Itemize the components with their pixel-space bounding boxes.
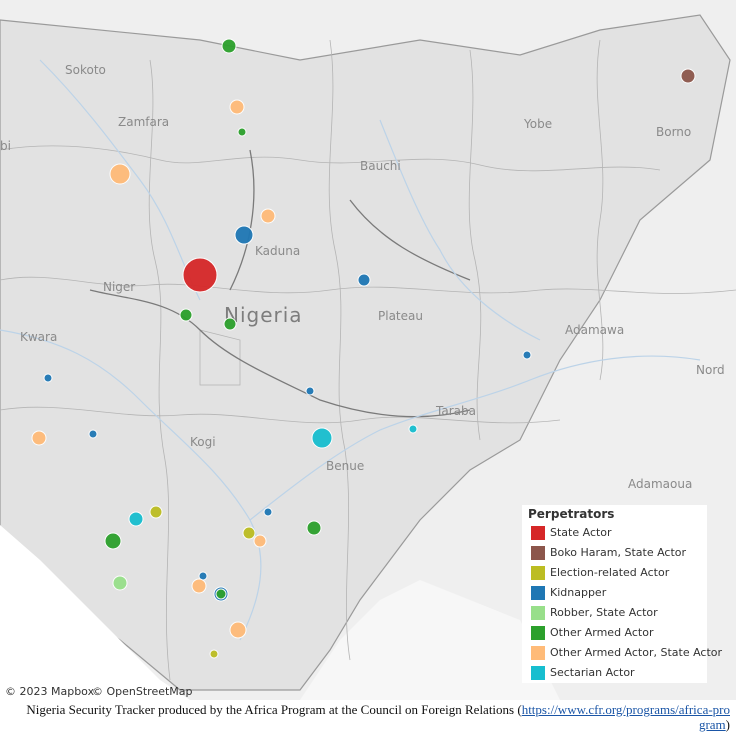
place-label: Kaduna bbox=[255, 244, 300, 258]
legend-swatch bbox=[531, 646, 545, 660]
incident-marker bbox=[305, 386, 315, 396]
legend-swatch bbox=[531, 606, 545, 620]
state-boundaries bbox=[89, 149, 471, 418]
place-label: Adamaoua bbox=[628, 477, 692, 491]
incident-marker bbox=[242, 526, 256, 540]
country-area bbox=[0, 14, 731, 691]
incident-marker bbox=[306, 520, 322, 536]
incident-marker bbox=[237, 127, 247, 137]
incident-marker bbox=[311, 427, 333, 449]
incident-marker bbox=[209, 649, 219, 659]
place-label: Sokoto bbox=[65, 63, 106, 77]
footer-close: ) bbox=[725, 717, 730, 732]
incident-marker bbox=[104, 532, 122, 550]
place-label: Niger bbox=[103, 280, 135, 294]
incident-marker bbox=[229, 99, 245, 115]
footer-text: Nigeria Security Tracker produced by the… bbox=[26, 702, 522, 717]
incident-marker bbox=[234, 225, 254, 245]
legend-label: Boko Haram, State Actor bbox=[550, 546, 687, 559]
place-label: Adamawa bbox=[565, 323, 624, 337]
incident-marker bbox=[182, 257, 218, 293]
footer: Nigeria Security Tracker produced by the… bbox=[0, 702, 736, 746]
legend-label: Other Armed Actor bbox=[550, 626, 654, 639]
incident-marker bbox=[149, 505, 163, 519]
incident-marker bbox=[253, 534, 267, 548]
admin-boundaries bbox=[0, 39, 736, 681]
incident-marker bbox=[215, 588, 227, 600]
incident-marker bbox=[128, 511, 144, 527]
legend-swatch bbox=[531, 546, 545, 560]
attribution: © 2023 Mapbox bbox=[5, 685, 95, 698]
place-label: Borno bbox=[656, 125, 691, 139]
place-label: Nord bbox=[696, 363, 725, 377]
incident-marker bbox=[109, 163, 131, 185]
incident-marker bbox=[112, 575, 128, 591]
place-label: Taraba bbox=[435, 404, 476, 418]
incident-marker bbox=[680, 68, 696, 84]
map: Sokoto Zamfara bi Yobe Borno Bauchi Kaduna Nige… bbox=[0, 0, 736, 700]
footer-link[interactable]: https://www.cfr.org/programs/africa-prog… bbox=[521, 702, 730, 732]
legend-label: State Actor bbox=[550, 526, 612, 539]
rivers bbox=[0, 59, 701, 641]
legend-label: Robber, State Actor bbox=[550, 606, 658, 619]
incident-marker bbox=[357, 273, 371, 287]
incident-markers bbox=[31, 38, 696, 659]
ocean bbox=[0, 525, 190, 700]
place-label: Kogi bbox=[190, 435, 216, 449]
place-label: Yobe bbox=[523, 117, 552, 131]
country-label: Nigeria bbox=[224, 303, 303, 327]
place-label: bi bbox=[0, 139, 11, 153]
ocean bbox=[300, 580, 560, 700]
place-label: Zamfara bbox=[118, 115, 169, 129]
legend-box bbox=[522, 505, 707, 683]
place-label: Bauchi bbox=[360, 159, 401, 173]
legend-swatch bbox=[531, 526, 545, 540]
incident-marker bbox=[221, 38, 237, 54]
attribution: © OpenStreetMap bbox=[92, 685, 193, 698]
legend-label: Kidnapper bbox=[550, 586, 607, 599]
legend: Perpetrators State Actor Boko Haram, Stat… bbox=[522, 505, 723, 683]
legend-title: Perpetrators bbox=[528, 507, 614, 521]
incident-marker bbox=[260, 208, 276, 224]
legend-label: Sectarian Actor bbox=[550, 666, 635, 679]
legend-swatch bbox=[531, 566, 545, 580]
incident-marker bbox=[179, 308, 193, 322]
incident-marker bbox=[522, 350, 532, 360]
incident-marker bbox=[88, 429, 98, 439]
place-labels: Sokoto Zamfara bi Yobe Borno Bauchi Kaduna Nige… bbox=[0, 63, 725, 491]
incident-marker bbox=[43, 373, 53, 383]
place-label: Kwara bbox=[20, 330, 57, 344]
incident-marker bbox=[191, 578, 207, 594]
place-label: Plateau bbox=[378, 309, 423, 323]
incident-marker bbox=[223, 317, 237, 331]
legend-label: Other Armed Actor, State Actor bbox=[550, 646, 723, 659]
incident-marker bbox=[229, 621, 247, 639]
place-label: Benue bbox=[326, 459, 364, 473]
legend-label: Election-related Actor bbox=[550, 566, 670, 579]
legend-swatch bbox=[531, 586, 545, 600]
legend-swatch bbox=[531, 666, 545, 680]
incident-marker bbox=[263, 507, 273, 517]
legend-swatch bbox=[531, 626, 545, 640]
incident-marker bbox=[408, 424, 418, 434]
incident-marker bbox=[31, 430, 47, 446]
